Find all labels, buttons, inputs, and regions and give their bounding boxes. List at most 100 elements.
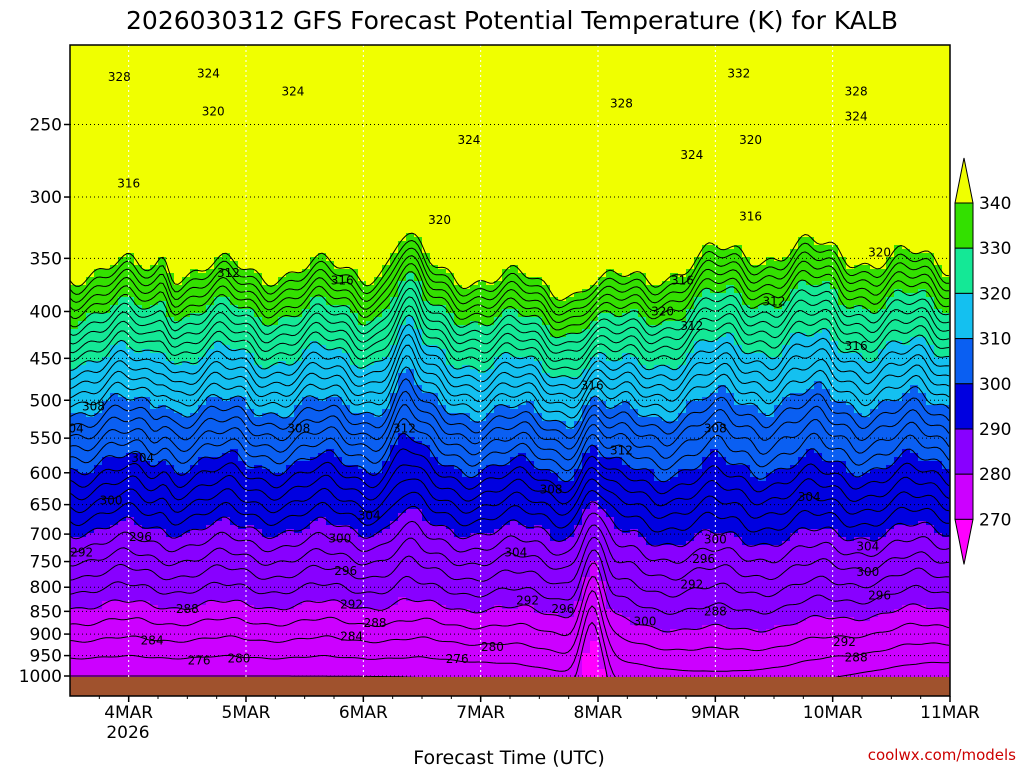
color-cell [294,549,303,554]
color-cell [166,69,175,74]
color-cell [134,613,143,618]
color-cell [262,533,271,538]
color-cell [94,613,103,618]
color-cell [150,505,159,510]
color-cell [278,577,287,582]
color-cell [166,665,175,670]
color-cell [174,385,183,390]
color-cell [286,161,295,166]
color-cell [70,361,79,366]
color-cell [118,85,127,90]
color-cell [302,625,311,630]
color-cell [222,465,231,470]
color-cell [134,569,143,574]
color-cell [302,461,311,466]
color-cell [126,417,135,422]
color-cell [198,161,207,166]
color-cell [150,213,159,218]
color-cell [94,525,103,530]
color-cell [238,577,247,582]
color-cell [286,445,295,450]
color-cell [278,85,287,90]
color-cell [118,361,127,366]
color-cell [222,357,231,362]
color-cell [214,369,223,374]
color-cell [174,165,183,170]
color-cell [158,509,167,514]
color-cell [142,469,151,474]
color-cell [262,325,271,330]
color-cell [198,257,207,262]
color-cell [142,289,151,294]
color-cell [158,389,167,394]
color-cell [286,45,295,50]
color-cell [94,389,103,394]
color-cell [222,197,231,202]
color-cell [158,657,167,662]
color-cell [126,421,135,426]
color-cell [286,469,295,474]
color-cell [286,65,295,70]
color-cell [102,385,111,390]
color-cell [270,477,279,482]
color-cell [118,637,127,642]
color-cell [278,437,287,442]
color-cell [142,133,151,138]
color-cell [206,337,215,342]
color-cell [206,649,215,654]
color-cell [158,437,167,442]
color-cell [78,53,87,58]
color-cell [78,373,87,378]
color-cell [310,117,319,122]
color-cell [190,409,199,414]
color-cell [230,65,239,70]
color-cell [142,457,151,462]
color-cell [206,297,215,302]
color-cell [150,593,159,598]
color-cell [238,213,247,218]
color-cell [222,517,231,522]
color-cell [126,425,135,430]
color-cell [286,73,295,78]
color-cell [246,645,255,650]
color-cell [166,545,175,550]
color-cell [270,673,279,678]
color-cell [278,633,287,638]
color-cell [102,253,111,258]
color-cell [110,625,119,630]
color-cell [110,569,119,574]
color-cell [254,181,263,186]
color-cell [278,93,287,98]
color-cell [118,369,127,374]
color-cell [134,545,143,550]
color-cell [70,313,79,318]
color-cell [206,593,215,598]
color-cell [214,393,223,398]
color-cell [246,597,255,602]
color-cell [166,85,175,90]
color-cell [190,101,199,106]
color-cell [230,221,239,226]
color-cell [150,181,159,186]
color-cell [222,425,231,430]
color-cell [214,53,223,58]
color-cell [126,529,135,534]
color-cell [286,485,295,490]
color-cell [150,45,159,50]
color-cell [246,217,255,222]
color-cell [174,365,183,370]
color-cell [118,109,127,114]
color-cell [118,281,127,286]
color-cell [110,577,119,582]
color-cell [262,425,271,430]
color-cell [70,85,79,90]
color-cell [286,197,295,202]
color-cell [78,449,87,454]
color-cell [198,97,207,102]
color-cell [230,633,239,638]
color-cell [286,605,295,610]
color-cell [246,169,255,174]
color-cell [70,417,79,422]
color-cell [278,621,287,626]
color-cell [270,649,279,654]
